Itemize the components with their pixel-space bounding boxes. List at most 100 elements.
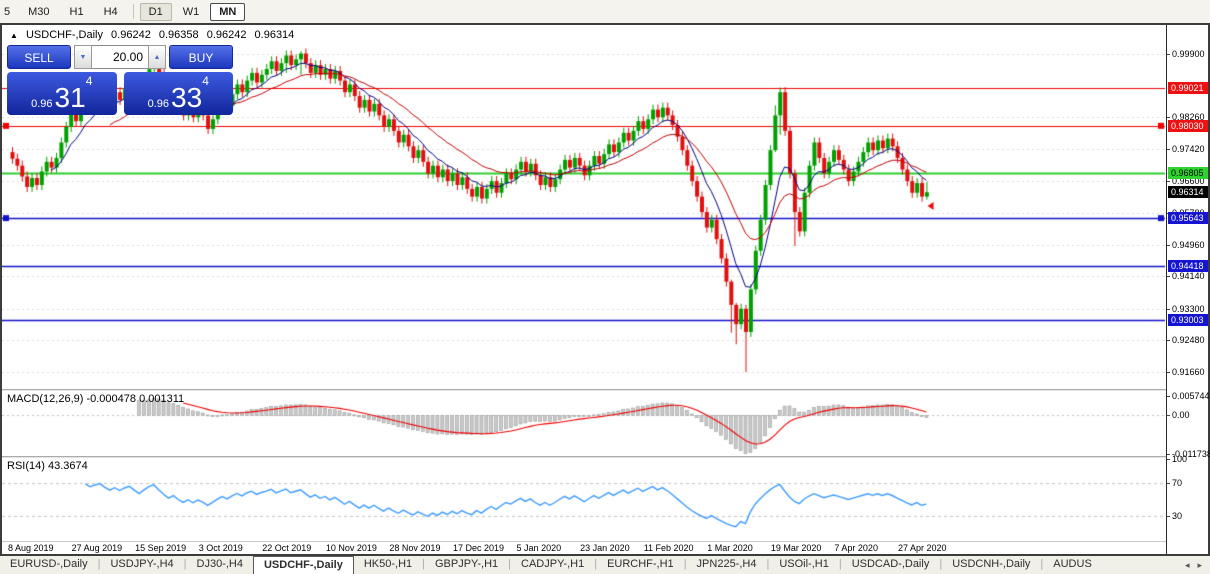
chart-tab-bar: EURUSD-,Daily | USDJPY-,H4 | DJ30-,H4 USDCHF-… — [0, 556, 1210, 574]
volume-increase-icon[interactable]: ▲ — [148, 45, 166, 69]
axis-tick-mark — [1167, 149, 1170, 151]
toolbar-separator — [132, 4, 134, 19]
tab-scroll-right-icon[interactable]: ▸ — [1197, 559, 1202, 570]
chart-symbol-label: USDCHF-,Daily — [25, 29, 103, 41]
chart-tab-audus[interactable]: AUDUS — [1053, 558, 1092, 570]
chart-title: ▲ USDCHF-,Daily 0.96242 0.96358 0.96242 … — [10, 29, 299, 41]
buy-price-big: 33 — [171, 82, 203, 113]
date-axis-label: 11 Feb 2020 — [643, 543, 694, 553]
chart-window-border-top — [0, 23, 1210, 25]
tab-scroll-left-icon[interactable]: ◂ — [1184, 559, 1190, 570]
tab-separator: | — [766, 558, 770, 570]
price-axis-tick: 0.91660 — [1172, 367, 1205, 378]
date-axis-label: 15 Sep 2019 — [135, 543, 187, 553]
date-axis-label: 8 Aug 2019 — [8, 543, 54, 553]
price-axis-tick: 0.99900 — [1172, 48, 1205, 59]
axis-tick-mark — [1167, 396, 1170, 397]
sell-button[interactable]: SELL — [7, 45, 71, 69]
timeframe-button-mn[interactable]: MN — [210, 2, 246, 21]
axis-tick-mark — [1167, 276, 1170, 278]
rsi-axis-tick: 30 — [1172, 510, 1183, 521]
price-level-badge: 0.98030 — [1168, 119, 1208, 132]
ohlc-high-value: 0.96358 — [158, 29, 199, 41]
chart-tab-eurchf-h1[interactable]: EURCHF-,H1 — [607, 558, 674, 570]
buy-price-box[interactable]: 0.96 33 4 — [123, 72, 233, 115]
one-click-trading-panel: SELL ▼ ▲ BUY 0.96 31 4 0.96 33 4 — [7, 45, 233, 115]
price-level-badge: 0.99021 — [1168, 81, 1208, 94]
price-level-badge: 0.96805 — [1168, 167, 1208, 180]
rsi-indicator-label: RSI(14) 43.3674 — [7, 460, 88, 472]
chart-tab-hk50-h1[interactable]: HK50-,H1 — [363, 558, 413, 570]
price-level-badge: 0.93003 — [1168, 314, 1208, 327]
timeframe-button-w1[interactable]: W1 — [182, 5, 200, 18]
axis-tick-mark — [1167, 415, 1170, 417]
volume-decrease-icon[interactable]: ▼ — [74, 45, 92, 69]
axis-tick-mark — [1167, 53, 1170, 55]
tab-separator: | — [183, 558, 187, 570]
chart-window-border-right — [1208, 23, 1210, 556]
chart-tab-usdcnh-daily[interactable]: USDCNH-,Daily — [952, 558, 1031, 570]
axis-tick-mark — [1167, 181, 1170, 183]
chart-tab-gbpjpy-h1[interactable]: GBPJPY-,H1 — [434, 558, 499, 570]
date-axis-label: 10 Nov 2019 — [325, 543, 377, 553]
chart-tab-cadjpy-h1[interactable]: CADJPY-,H1 — [521, 558, 585, 570]
chart-tab-usdjpy-h4[interactable]: USDJPY-,H4 — [110, 558, 174, 570]
date-axis-label: 17 Dec 2019 — [452, 543, 505, 553]
date-axis-label: 27 Apr 2020 — [897, 543, 947, 553]
ohlc-open-value: 0.96242 — [111, 29, 151, 41]
axis-tick-mark — [1167, 483, 1170, 485]
date-axis-label: 3 Oct 2019 — [198, 543, 243, 553]
ohlc-close-value: 0.96314 — [254, 29, 295, 41]
axis-tick-mark — [1167, 244, 1170, 246]
sell-price-box[interactable]: 0.96 31 4 — [7, 72, 117, 115]
timeframe-button-h1[interactable]: H1 — [69, 5, 84, 18]
price-axis-pane: 0.999000.982600.974200.966000.957800.949… — [1166, 25, 1210, 554]
price-axis-tick: 0.97420 — [1172, 144, 1205, 155]
chart-tab-usoil-h1[interactable]: USOil-,H1 — [779, 558, 829, 570]
date-axis: 8 Aug 2019 27 Aug 2019 15 Sep 2019 3 Oct 20… — [2, 543, 1166, 554]
tab-separator: | — [838, 558, 842, 570]
timeframe-toolbar: 5 M30 H1 H4 D1 W1 MN — [0, 0, 1210, 23]
tab-separator: | — [939, 558, 943, 570]
price-level-badge: 0.94418 — [1168, 259, 1208, 272]
date-axis-label: 28 Nov 2019 — [389, 543, 441, 553]
buy-button[interactable]: BUY — [169, 45, 233, 69]
timeframe-button-h4[interactable]: H4 — [103, 5, 118, 18]
chart-tab-jpn225-h4[interactable]: JPN225-,H4 — [696, 558, 757, 570]
macd-axis-tick: 0.005744 — [1172, 391, 1210, 401]
collapse-panel-icon[interactable]: ▲ — [10, 31, 18, 40]
sell-price-big: 31 — [54, 82, 86, 113]
tab-separator: | — [594, 558, 598, 570]
sell-price-sup: 4 — [85, 74, 93, 88]
price-axis-tick: 0.93300 — [1172, 303, 1205, 314]
rsi-axis-tick: 70 — [1172, 478, 1183, 489]
axis-tick-mark — [1167, 515, 1170, 517]
timeframe-button-d1[interactable]: D1 — [139, 2, 172, 21]
price-level-badge: 0.95643 — [1168, 212, 1208, 225]
timeframe-button-5[interactable]: 5 — [4, 5, 11, 18]
axis-tick-mark — [1167, 340, 1170, 342]
axis-tick-mark — [1167, 459, 1170, 460]
volume-input[interactable] — [92, 45, 148, 69]
date-axis-label: 19 Mar 2020 — [770, 543, 822, 553]
price-axis-tick: 0.94960 — [1172, 239, 1205, 250]
buy-price-sup: 4 — [202, 74, 209, 88]
chart-tab-usdchf-daily[interactable]: USDCHF-,Daily — [252, 556, 354, 574]
date-axis-label: 5 Jan 2020 — [516, 543, 562, 553]
chart-tab-eurusd-daily[interactable]: EURUSD-,Daily — [10, 558, 88, 570]
axis-tick-mark — [1167, 454, 1170, 455]
panel-separator-rsi-dates — [2, 541, 1208, 542]
macd-indicator-label: MACD(12,26,9) -0.000478 0.001311 — [7, 393, 185, 405]
chart-tab-dj30-h4[interactable]: DJ30-,H4 — [196, 558, 243, 570]
timeframe-button-m30[interactable]: M30 — [28, 5, 50, 18]
panel-separator-price-macd[interactable] — [2, 389, 1208, 391]
buy-price-prefix: 0.96 — [147, 98, 170, 110]
volume-stepper: ▼ ▲ — [74, 45, 166, 69]
axis-tick-mark — [1167, 116, 1170, 118]
chart-window-border-left — [0, 23, 2, 556]
chart-tab-usdcad-daily[interactable]: USDCAD-,Daily — [851, 558, 930, 570]
axis-tick-mark — [1167, 372, 1170, 374]
panel-separator-macd-rsi[interactable] — [2, 456, 1208, 458]
date-axis-label: 22 Oct 2019 — [262, 543, 312, 553]
tab-separator: | — [1040, 558, 1044, 570]
